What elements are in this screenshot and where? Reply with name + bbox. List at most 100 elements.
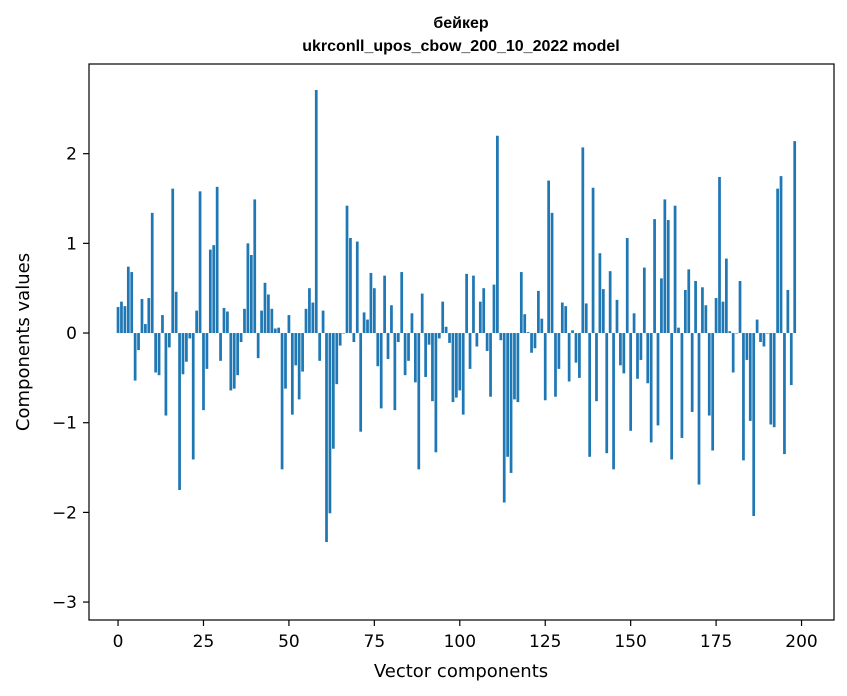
bar-25 <box>202 333 205 411</box>
bar-78 <box>383 275 386 334</box>
y-tick-label-0: 0 <box>66 324 77 344</box>
bar-72 <box>362 312 366 334</box>
bar-69 <box>352 333 356 342</box>
bar-114 <box>506 333 510 457</box>
bar-176 <box>718 176 721 334</box>
bar-67 <box>345 205 349 334</box>
bar-79 <box>386 333 390 360</box>
bar-185 <box>748 333 752 421</box>
bar-160 <box>663 199 667 334</box>
bar-32 <box>226 311 229 334</box>
bar-4 <box>130 272 134 334</box>
bar-3 <box>126 266 130 334</box>
bar-126 <box>547 180 551 334</box>
x-tick-label-75: 75 <box>364 632 386 652</box>
bar-5 <box>133 333 137 381</box>
bar-74 <box>369 272 373 334</box>
bar-174 <box>711 333 715 451</box>
x-tick-label-125: 125 <box>529 632 561 652</box>
bar-71 <box>359 333 363 432</box>
bar-130 <box>560 302 564 334</box>
bar-93 <box>434 333 438 453</box>
bar-62 <box>328 333 332 514</box>
x-tick-label-25: 25 <box>193 632 215 652</box>
bar-57 <box>311 302 315 334</box>
bar-172 <box>704 305 708 334</box>
bar-133 <box>571 330 574 334</box>
bar-182 <box>738 281 742 334</box>
bar-28 <box>212 245 216 334</box>
bar-64 <box>335 333 339 385</box>
bar-161 <box>666 220 670 334</box>
bar-144 <box>608 271 612 334</box>
bar-29 <box>215 186 219 334</box>
bar-131 <box>564 306 568 334</box>
bar-45 <box>270 308 274 334</box>
bar-193 <box>776 188 779 334</box>
bar-35 <box>236 333 240 376</box>
bar-192 <box>772 333 776 428</box>
bar-125 <box>543 333 547 401</box>
chart-title: бейкер <box>433 15 489 32</box>
bar-11 <box>154 333 158 373</box>
x-tick-label-175: 175 <box>700 632 732 652</box>
bar-100 <box>458 333 462 391</box>
bar-111 <box>496 135 499 334</box>
bar-151 <box>632 313 636 334</box>
bar-132 <box>567 333 571 382</box>
bar-41 <box>256 333 260 359</box>
bar-98 <box>451 333 455 403</box>
bar-107 <box>482 288 486 334</box>
bar-186 <box>752 333 756 516</box>
bar-177 <box>721 301 725 334</box>
bar-90 <box>424 333 427 377</box>
bar-63 <box>331 333 335 449</box>
bar-52 <box>294 333 298 366</box>
bar-106 <box>478 301 482 334</box>
bar-42 <box>260 310 263 334</box>
bar-147 <box>619 333 622 366</box>
bar-124 <box>540 318 544 334</box>
bar-145 <box>612 333 615 470</box>
bar-59 <box>318 333 322 361</box>
bar-123 <box>537 290 540 334</box>
bar-150 <box>629 333 633 431</box>
bar-129 <box>557 333 561 369</box>
bar-109 <box>489 333 492 397</box>
bar-175 <box>714 298 718 334</box>
bar-103 <box>468 333 472 369</box>
bar-66 <box>342 333 345 334</box>
bar-166 <box>683 289 687 334</box>
bar-9 <box>147 298 151 334</box>
bar-149 <box>625 237 629 334</box>
bar-118 <box>519 272 523 334</box>
y-tick-label--1: −1 <box>52 414 77 434</box>
bar-80 <box>390 305 393 334</box>
bar-148 <box>622 333 626 374</box>
bar-154 <box>642 267 646 334</box>
bar-series <box>116 90 797 542</box>
x-tick-label-50: 50 <box>278 632 300 652</box>
bar-43 <box>263 282 267 334</box>
bar-83 <box>400 272 404 334</box>
x-tick-label-200: 200 <box>785 632 817 652</box>
bar-2 <box>123 306 127 334</box>
y-axis-label: Components values <box>13 253 34 431</box>
bar-75 <box>372 288 376 334</box>
bar-102 <box>465 273 468 334</box>
bar-143 <box>605 333 609 454</box>
bar-121 <box>530 333 533 353</box>
bar-162 <box>670 333 674 460</box>
bar-36 <box>239 333 243 342</box>
chart-subtitle: ukrconll_upos_cbow_200_10_2022 model <box>302 38 619 55</box>
bar-108 <box>485 333 489 351</box>
bar-13 <box>161 315 164 334</box>
bar-188 <box>759 333 762 342</box>
bar-77 <box>379 333 383 409</box>
bar-1 <box>120 301 123 334</box>
bar-187 <box>755 319 759 334</box>
bar-99 <box>455 333 458 398</box>
bar-27 <box>208 249 212 334</box>
bar-139 <box>591 187 595 334</box>
bar-173 <box>707 333 711 416</box>
